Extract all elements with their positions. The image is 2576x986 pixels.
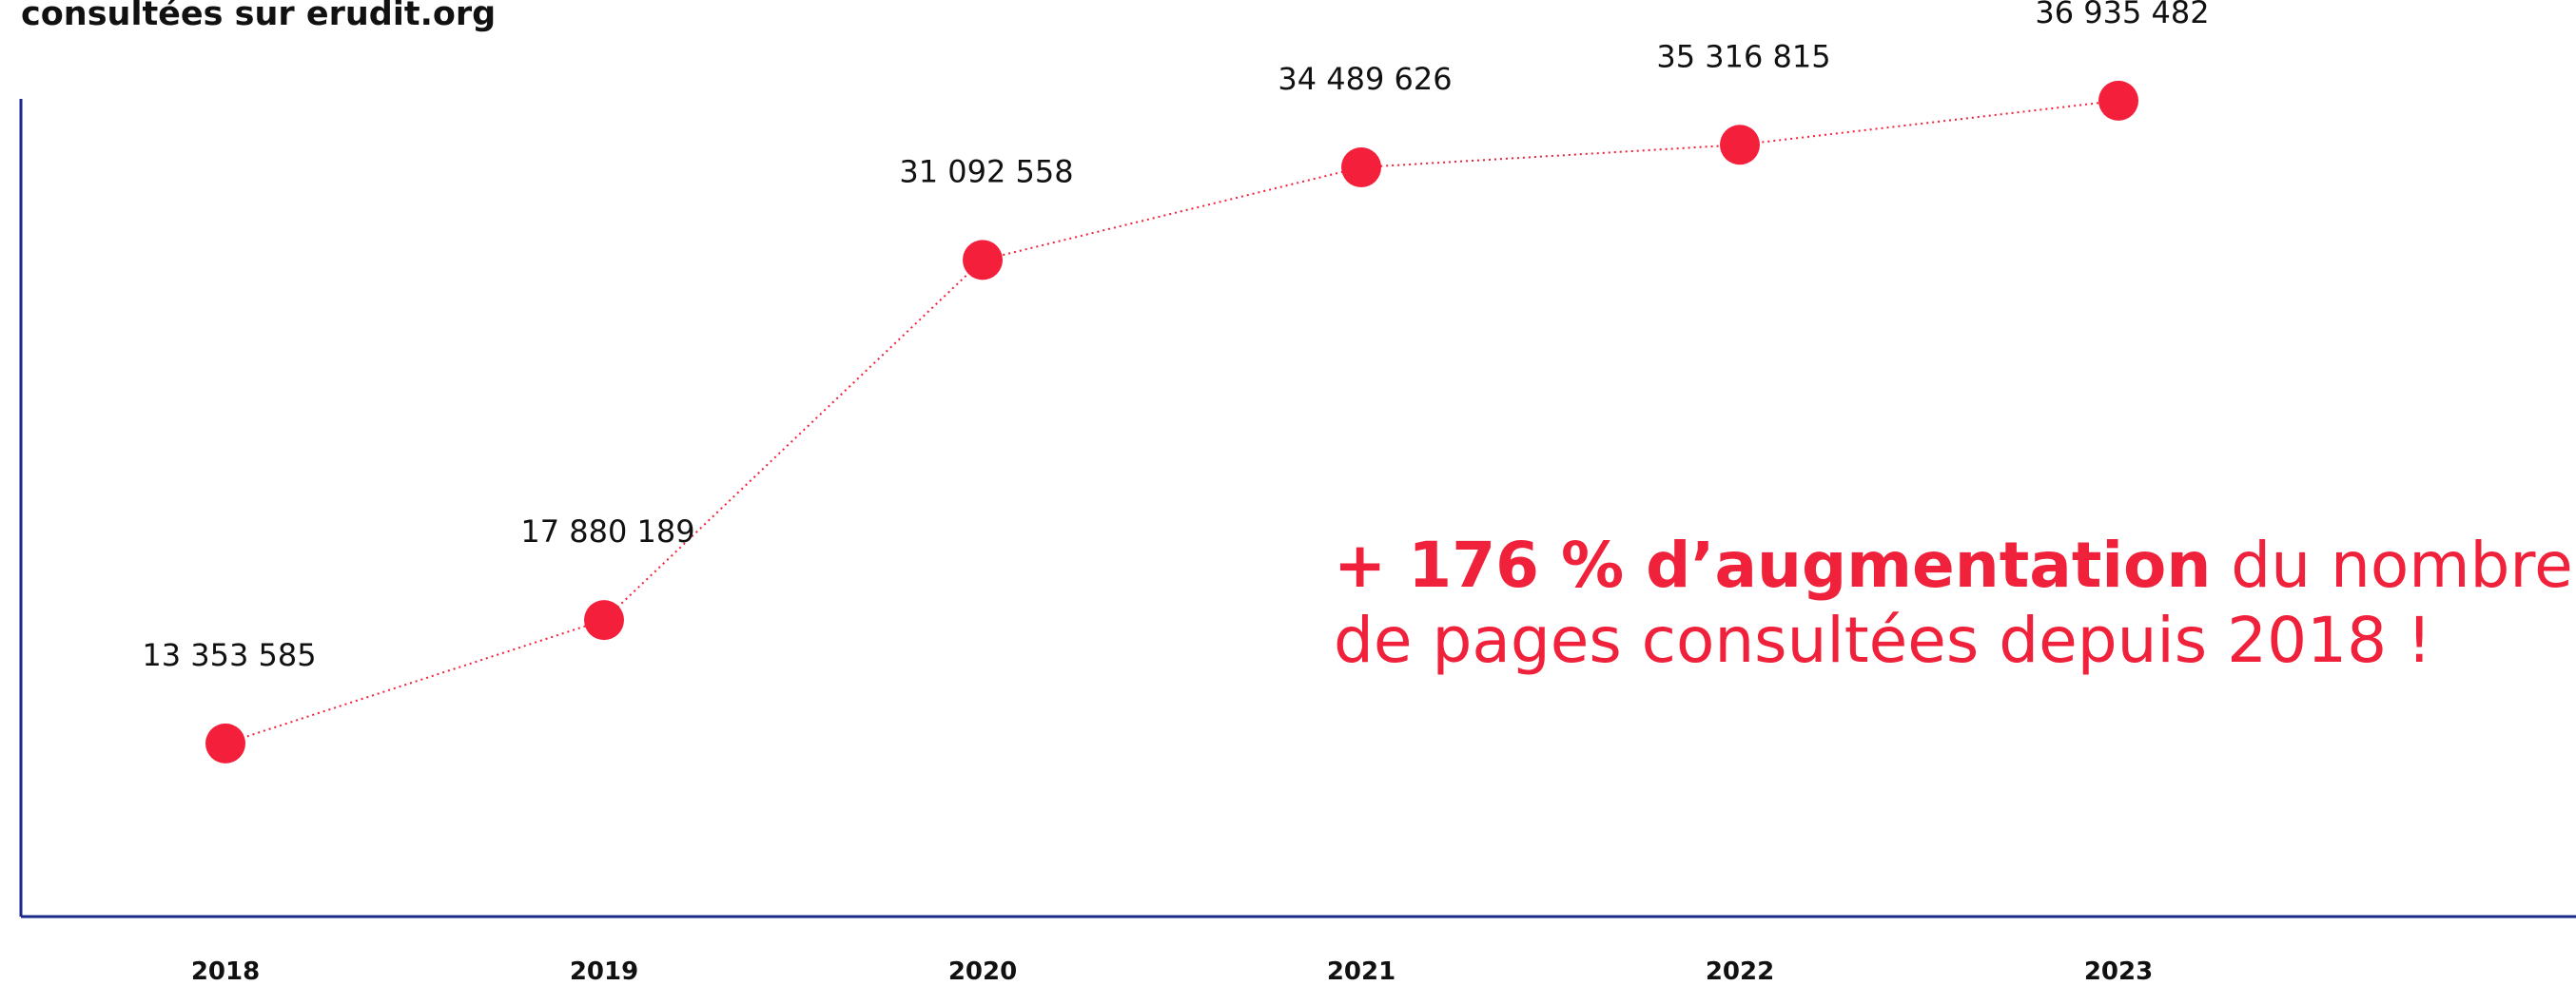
x-tick-label: 2018 [191, 957, 260, 986]
annotation-line: de pages consultées depuis 2018 ! [1334, 604, 2432, 677]
data-point [205, 723, 245, 764]
value-label: 13 353 585 [142, 637, 316, 673]
value-label: 36 935 482 [2035, 0, 2209, 30]
x-tick-label: 2021 [1327, 957, 1395, 986]
annotation-text: du nombre [2211, 529, 2572, 602]
x-tick-label: 2022 [1706, 957, 1774, 986]
data-point [584, 600, 624, 641]
value-label: 34 489 626 [1278, 61, 1452, 97]
value-label: 35 316 815 [1656, 38, 1830, 74]
annotation: + 176 % d’augmentation du nombre [1334, 529, 2573, 602]
x-tick-label: 2019 [570, 957, 638, 986]
value-label: 17 880 189 [520, 513, 694, 550]
x-tick-label: 2020 [948, 957, 1017, 986]
annotation-bold: + 176 % d’augmentation [1334, 529, 2211, 602]
data-point [963, 240, 1003, 280]
value-label: 31 092 558 [899, 153, 1073, 189]
x-tick-label: 2023 [2084, 957, 2153, 986]
data-point [1720, 125, 1760, 165]
data-point [2098, 80, 2138, 121]
data-line [224, 99, 2119, 744]
chart-title: consultées sur erudit.org [21, 0, 496, 33]
data-point [1341, 146, 1381, 187]
